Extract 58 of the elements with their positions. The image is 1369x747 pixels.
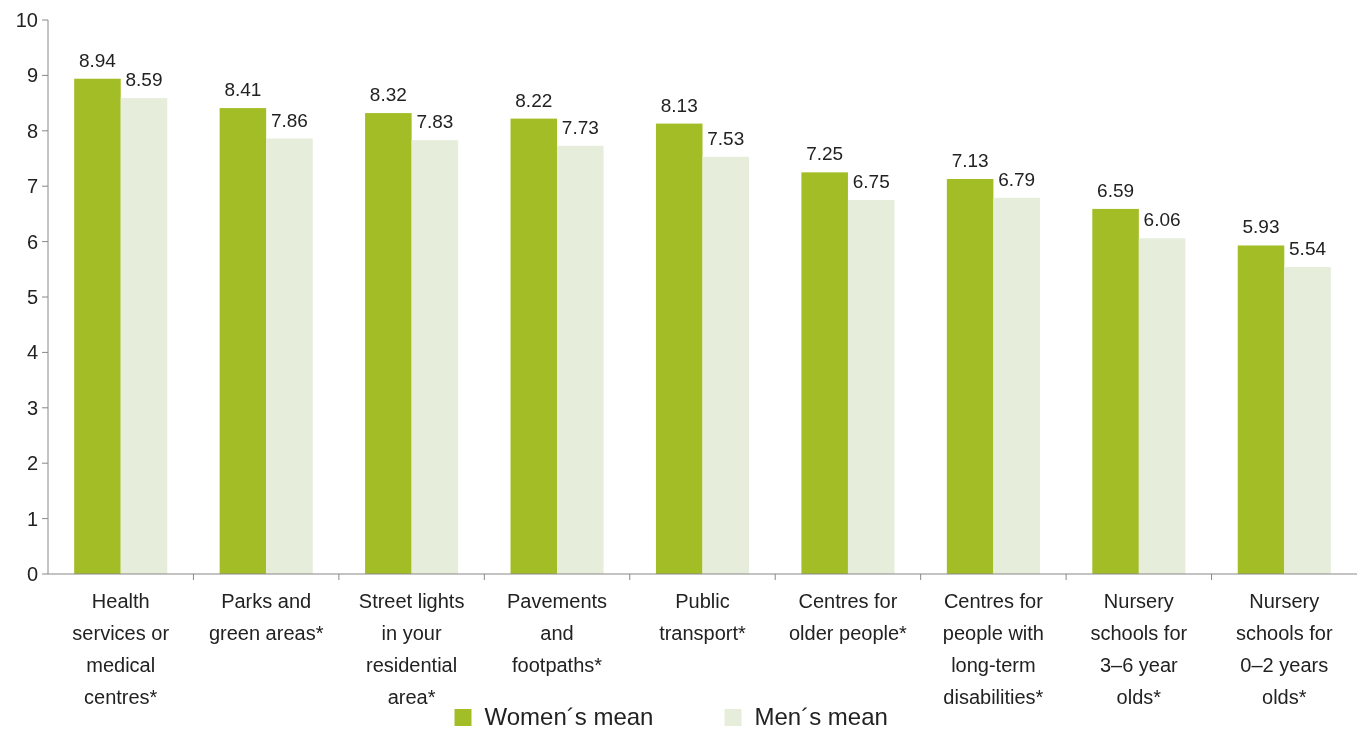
bar [219, 108, 267, 574]
data-label: 6.75 [852, 171, 890, 193]
data-label: 8.41 [224, 79, 262, 101]
data-label: 6.59 [1097, 179, 1135, 201]
y-tick-label: 0 [26, 563, 38, 585]
bar [1237, 245, 1285, 574]
bar [847, 200, 895, 574]
bar [411, 140, 459, 574]
x-tick-label: Health services or medical centres* [72, 590, 170, 708]
bar [993, 197, 1040, 574]
data-label: 7.13 [951, 150, 989, 171]
bar [557, 145, 604, 574]
data-label: 6.79 [998, 168, 1036, 190]
x-tick-label: Public transport* [659, 590, 747, 644]
data-label: 5.54 [1289, 238, 1327, 260]
bar [120, 98, 168, 574]
bar [946, 179, 994, 574]
data-label: 7.83 [416, 111, 454, 133]
data-label: 5.93 [1242, 216, 1280, 238]
data-label: 8.32 [369, 84, 407, 106]
x-tick-label: Centres for people with long-term disabilities* [942, 590, 1044, 708]
bar [1284, 267, 1331, 574]
y-tick-label: 8 [26, 119, 38, 142]
data-label: 8.59 [125, 69, 163, 91]
bar [1092, 208, 1139, 574]
legend-label: Men´s mean [754, 703, 888, 730]
data-label: 6.06 [1143, 209, 1181, 231]
bar [510, 118, 558, 574]
data-label: 7.25 [806, 143, 844, 165]
x-tick-label: Nursery schools for 3–6 year olds* [1090, 590, 1188, 708]
bar [365, 113, 412, 574]
y-tick-label: 1 [26, 507, 38, 530]
y-tick-label: 6 [26, 230, 38, 253]
y-tick-label: 3 [26, 396, 38, 419]
x-tick-label: Nursery schools for 0–2 years olds* [1235, 590, 1333, 708]
y-tick-label: 9 [26, 64, 38, 87]
y-tick-label: 2 [26, 452, 38, 475]
x-tick-label: Pavements and footpaths* [507, 590, 608, 676]
bar [74, 78, 121, 574]
bar [266, 138, 313, 574]
x-tick-label: Centres for older people* [789, 590, 908, 644]
x-tick-label: Street lights in your residential area* [358, 590, 465, 708]
bar [801, 172, 848, 574]
legend-label: Women´s mean [484, 703, 654, 730]
x-tick-label: Parks and green areas* [208, 590, 324, 644]
y-tick-label: 10 [15, 9, 38, 31]
bar [702, 156, 750, 574]
data-label: 7.53 [707, 127, 745, 149]
y-tick-label: 5 [26, 286, 38, 308]
data-label: 8.13 [660, 94, 698, 116]
data-label: 8.22 [515, 89, 553, 111]
data-label: 8.94 [78, 49, 117, 71]
data-label: 7.86 [270, 109, 308, 131]
y-tick-label: 4 [26, 341, 38, 364]
y-tick-label: 7 [26, 175, 38, 198]
bar [1138, 238, 1186, 574]
data-label: 7.73 [561, 116, 599, 138]
bar [655, 123, 703, 574]
